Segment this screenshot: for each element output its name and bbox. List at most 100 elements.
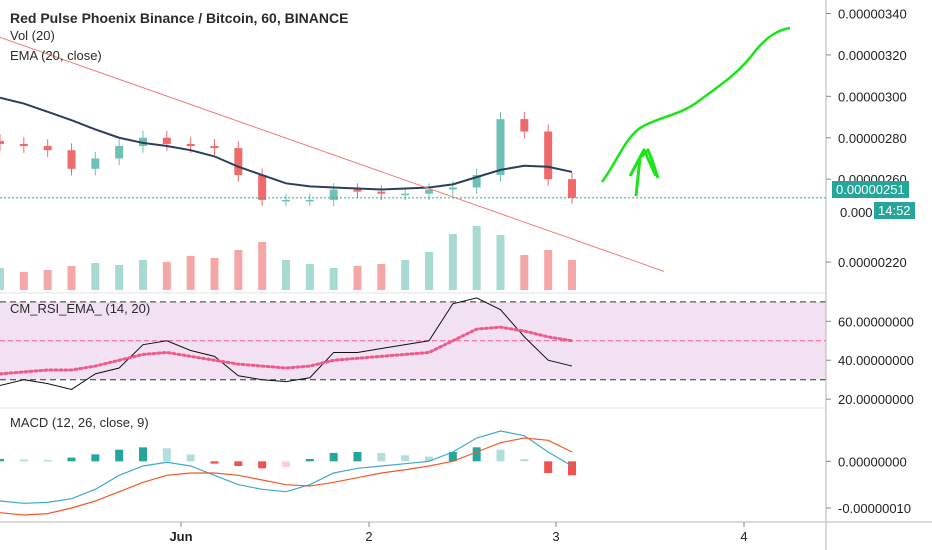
rsi-pane[interactable]	[0, 297, 826, 390]
candle-body	[544, 131, 553, 180]
time-tick-label: 2	[365, 529, 372, 544]
price-tick-label: 0.00000280	[838, 131, 907, 146]
candle-body	[353, 189, 362, 192]
candle-body	[0, 141, 4, 144]
volume-bar	[544, 250, 553, 290]
countdown-badge: 14:52	[874, 202, 915, 219]
macd-histogram-bar	[472, 447, 481, 462]
macd-histogram-bar	[329, 452, 338, 462]
price-tick-label: 0.00000220	[838, 255, 907, 270]
macd-histogram-bar	[496, 449, 505, 462]
candle-body	[568, 179, 576, 198]
rsi-line	[0, 297, 573, 390]
time-tick-label: 4	[740, 529, 747, 544]
partial-tick: 0.000	[840, 205, 873, 220]
volume-bar	[305, 264, 314, 290]
arrow-icon	[628, 148, 658, 177]
volume-bar	[377, 264, 386, 290]
volume-bar	[67, 266, 76, 290]
volume-bar	[139, 260, 147, 290]
candle-body	[258, 175, 267, 200]
projection-line	[600, 26, 791, 183]
volume-bar	[19, 272, 28, 290]
volume-bar	[43, 270, 52, 290]
macd-histogram-bar	[544, 461, 553, 473]
macd-histogram-bar	[425, 456, 433, 462]
volume-bar	[425, 252, 433, 290]
volume-bar	[282, 260, 290, 290]
volume-bar	[496, 235, 505, 290]
macd-histogram-bar	[305, 459, 314, 462]
time-tick-label: Jun	[169, 529, 192, 544]
macd-pane[interactable]	[0, 430, 576, 516]
volume-bar	[210, 258, 219, 290]
volume-bar	[568, 260, 576, 290]
last-price-badge: 0.00000251	[832, 181, 909, 198]
chart-title: Red Pulse Phoenix Binance / Bitcoin, 60,…	[10, 10, 349, 26]
volume-legend: Vol (20)	[10, 28, 55, 43]
macd-histogram-bar	[67, 457, 76, 462]
volume-bar	[0, 268, 4, 290]
candle-body	[448, 187, 457, 190]
rsi-tick-label: 40.00000000	[838, 353, 914, 368]
candle-body	[67, 150, 76, 169]
macd-histogram-bar	[43, 459, 52, 462]
volume-bar	[353, 266, 362, 290]
macd-histogram-bar	[353, 452, 362, 462]
macd-tick-label: 0.00000000	[838, 454, 907, 469]
price-pane[interactable]	[0, 96, 826, 290]
volume-bar	[520, 255, 529, 290]
volume-bar	[472, 226, 481, 290]
candle-body	[139, 137, 147, 147]
annotations	[0, 26, 791, 272]
candle-body	[91, 158, 100, 169]
ema-legend: EMA (20, close)	[10, 48, 102, 63]
macd-histogram-bar	[210, 461, 219, 464]
price-tick-label: 0.00000300	[838, 89, 907, 104]
candle-body	[43, 146, 52, 151]
macd-tick-label: -0.00000010	[838, 501, 911, 516]
rsi-tick-label: 60.00000000	[838, 314, 914, 329]
volume-bar	[258, 242, 267, 290]
signal-line	[0, 437, 573, 516]
time-tick-label: 3	[552, 529, 559, 544]
rsi-legend: CM_RSI_EMA_ (14, 20)	[10, 301, 151, 316]
candle-body	[425, 189, 433, 194]
macd-line	[0, 430, 573, 504]
macd-legend: MACD (12, 26, close, 9)	[10, 415, 149, 430]
macd-histogram-bar	[19, 459, 28, 462]
price-tick-label: 0.00000340	[838, 6, 907, 21]
candle-body	[162, 137, 171, 144]
macd-histogram-bar	[448, 452, 457, 462]
macd-histogram-bar	[401, 455, 410, 462]
macd-histogram-bar	[91, 454, 100, 462]
macd-histogram-bar	[115, 449, 124, 462]
macd-histogram-bar	[258, 461, 267, 469]
volume-bar	[448, 234, 457, 290]
ema-line	[0, 96, 573, 191]
volume-bar	[186, 256, 195, 290]
volume-bar	[162, 262, 171, 290]
candle-body	[520, 119, 529, 132]
macd-histogram-bar	[139, 447, 147, 462]
macd-histogram-bar	[234, 461, 243, 466]
volume-bar	[329, 268, 338, 290]
candle-body	[496, 119, 505, 176]
macd-histogram-bar	[282, 461, 290, 467]
candle-body	[210, 146, 219, 149]
arrow-icon	[634, 148, 660, 197]
candle-body	[472, 175, 481, 188]
volume-bar	[91, 263, 100, 290]
macd-histogram-bar	[377, 452, 386, 462]
rsi-tick-label: 20.00000000	[838, 392, 914, 407]
rsi-ema-line	[0, 325, 574, 376]
volume-bar	[115, 265, 124, 290]
candle-body	[377, 191, 386, 194]
macd-histogram-bar	[568, 461, 576, 476]
candle-body	[282, 199, 290, 202]
macd-histogram-bar	[0, 459, 4, 462]
candle-body	[329, 189, 338, 200]
candle-body	[115, 146, 124, 159]
